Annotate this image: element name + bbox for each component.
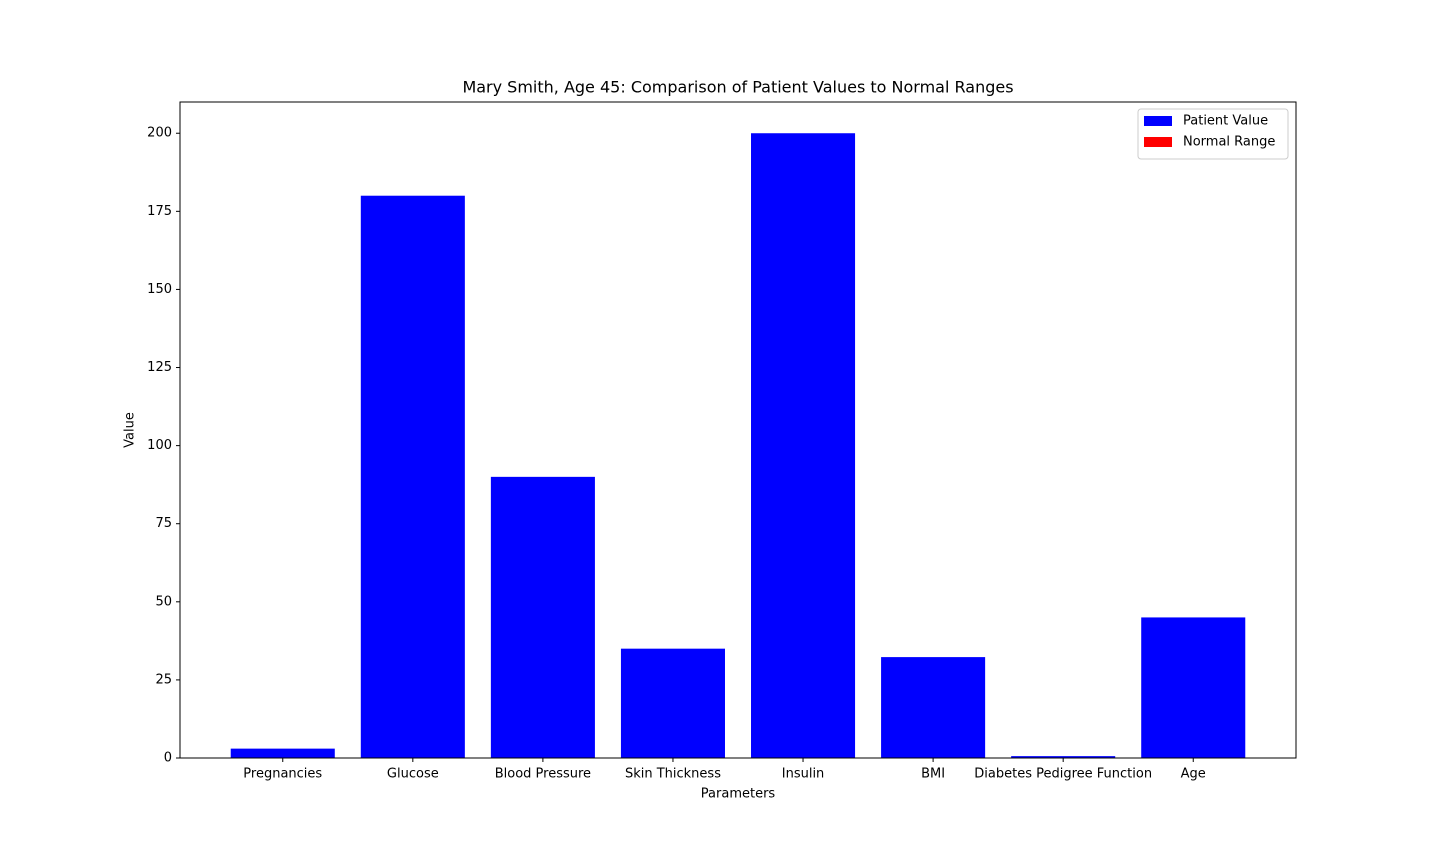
- y-tick-label: 75: [155, 516, 172, 531]
- x-tick-label: Insulin: [782, 767, 825, 782]
- legend-label: Normal Range: [1183, 135, 1275, 150]
- x-axis-label: Parameters: [701, 787, 776, 802]
- bar: [751, 133, 856, 758]
- x-tick-label: Blood Pressure: [495, 767, 591, 782]
- bar: [1141, 617, 1246, 758]
- y-tick-label: 100: [147, 438, 172, 453]
- chart-title: Mary Smith, Age 45: Comparison of Patien…: [462, 78, 1013, 97]
- legend-box: [1137, 108, 1289, 160]
- legend-swatch: [1144, 137, 1172, 147]
- bar: [881, 657, 986, 758]
- x-tick-label: Skin Thickness: [625, 767, 721, 782]
- x-tick-label: Pregnancies: [243, 767, 322, 782]
- y-tick-label: 0: [164, 751, 172, 766]
- x-tick-label: Glucose: [387, 767, 439, 782]
- legend-swatch: [1144, 116, 1172, 126]
- x-tick-label: Diabetes Pedigree Function: [974, 767, 1152, 782]
- legend-label: Patient Value: [1183, 114, 1268, 129]
- bar: [620, 648, 725, 758]
- bar: [360, 195, 465, 758]
- bar: [490, 476, 595, 758]
- y-axis-label: Value: [123, 412, 138, 448]
- bar: [230, 748, 335, 758]
- plot-frame: [179, 101, 1297, 759]
- y-tick-label: 150: [147, 282, 172, 297]
- y-tick-label: 50: [155, 594, 172, 609]
- y-tick-label: 200: [147, 126, 172, 141]
- y-tick-label: 25: [155, 672, 172, 687]
- y-tick-label: 175: [147, 204, 172, 219]
- x-tick-label: BMI: [921, 767, 945, 782]
- bar: [1011, 756, 1116, 758]
- y-tick-label: 125: [147, 360, 172, 375]
- x-tick-label: Age: [1181, 767, 1206, 782]
